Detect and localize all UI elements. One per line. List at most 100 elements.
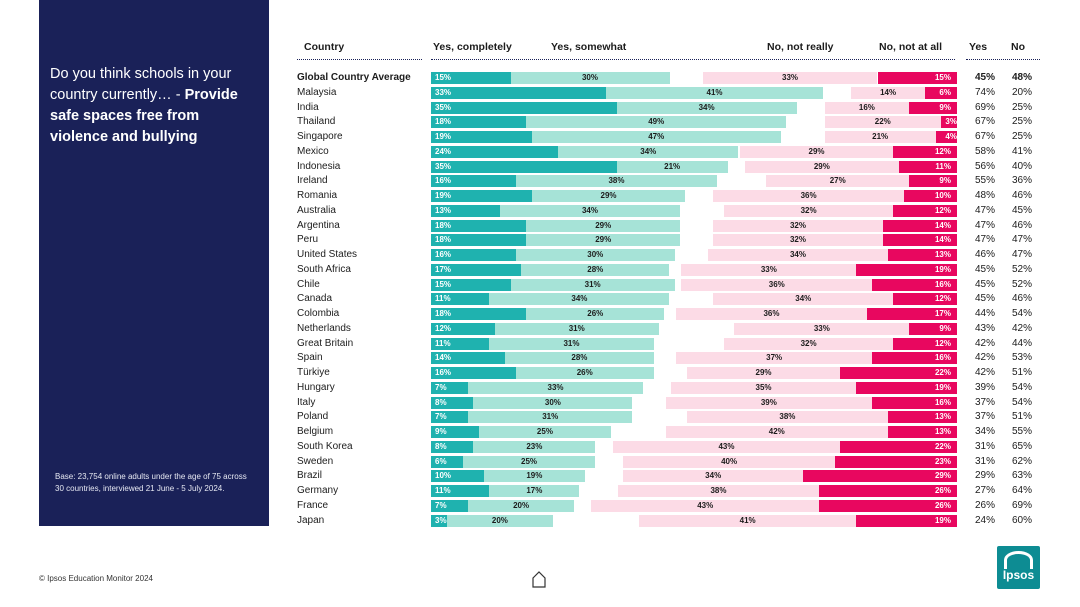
country-label: Türkiye <box>297 367 330 378</box>
country-label: France <box>297 499 329 511</box>
country-label: Romania <box>297 190 338 201</box>
bar-yes-somewhat: 17% <box>489 485 580 497</box>
bar-yes-completely: 11% <box>431 337 490 350</box>
bar-no-not-at-all: 11% <box>898 160 957 173</box>
bar-yes-somewhat: 30% <box>473 396 633 409</box>
country-label: Netherlands <box>297 322 351 334</box>
bar-no-not-really: 36% <box>681 278 873 291</box>
bar-no-not-really: 34% <box>623 470 804 483</box>
logo-swirl <box>1004 551 1033 569</box>
bar-yes-completely: 9% <box>431 426 479 438</box>
header-yes-somewhat: Yes, somewhat <box>551 41 627 53</box>
bar-no-not-really: 27% <box>766 175 910 188</box>
total-yes: 74% <box>975 86 996 98</box>
bar-yes-somewhat: 34% <box>499 204 681 217</box>
bar-no-not-really: 43% <box>612 440 841 453</box>
bar-yes-completely: 18% <box>431 116 527 129</box>
bar-yes-completely: 15% <box>431 72 511 84</box>
total-no: 52% <box>1012 263 1033 275</box>
bar-yes-completely: 15% <box>431 278 511 291</box>
header-yes: Yes <box>969 41 988 53</box>
bar-yes-completely: 19% <box>431 190 532 202</box>
bar-no-not-at-all: 26% <box>819 485 957 497</box>
total-no: 51% <box>1012 367 1033 378</box>
country-label: Indonesia <box>297 160 341 172</box>
total-yes: 55% <box>975 175 996 187</box>
country-label: India <box>297 101 319 113</box>
total-yes: 46% <box>975 249 996 260</box>
total-no: 25% <box>1012 131 1033 142</box>
home-icon[interactable] <box>531 570 547 588</box>
bar-yes-somewhat: 20% <box>446 514 553 527</box>
bar-no-not-at-all: 10% <box>904 190 957 202</box>
bar-no-not-at-all: 16% <box>872 396 957 409</box>
total-no: 64% <box>1012 485 1033 496</box>
logo-text: Ipsos <box>1002 568 1035 582</box>
country-label: Belgium <box>297 426 334 437</box>
bar-no-not-really: 36% <box>713 190 904 202</box>
bar-no-not-at-all: 17% <box>866 308 957 320</box>
bar-yes-somewhat: 34% <box>558 145 739 158</box>
total-no: 48% <box>1012 72 1033 83</box>
total-yes: 47% <box>975 219 996 231</box>
country-label: Chile <box>297 278 320 290</box>
ipsos-logo: Ipsos <box>997 546 1040 589</box>
bar-no-not-really: 33% <box>681 263 857 276</box>
total-no: 44% <box>1012 337 1033 349</box>
total-yes: 42% <box>975 367 996 378</box>
header-divider-totals <box>966 59 1040 60</box>
bar-yes-completely: 7% <box>431 381 469 394</box>
bar-no-not-at-all: 23% <box>835 455 957 468</box>
country-label: South Africa <box>297 263 351 275</box>
bar-no-not-really: 35% <box>670 381 857 394</box>
total-no: 51% <box>1012 411 1033 423</box>
bar-no-not-really: 41% <box>639 514 857 527</box>
bar-yes-somewhat: 31% <box>468 411 633 424</box>
total-no: 54% <box>1012 308 1033 319</box>
total-yes: 37% <box>975 396 996 408</box>
total-no: 65% <box>1012 440 1033 452</box>
bar-no-not-really: 36% <box>676 308 867 320</box>
bar-yes-somewhat: 30% <box>515 249 675 261</box>
bar-no-not-really: 29% <box>739 145 894 158</box>
bar-yes-somewhat: 25% <box>478 426 612 438</box>
bar-no-not-at-all: 9% <box>909 101 957 114</box>
total-yes: 45% <box>975 278 996 290</box>
total-yes: 56% <box>975 160 996 172</box>
bar-no-not-really: 34% <box>713 293 894 306</box>
bar-no-not-at-all: 13% <box>888 249 957 261</box>
bar-yes-completely: 12% <box>431 322 495 335</box>
country-label: Germany <box>297 485 339 496</box>
bar-yes-somewhat: 28% <box>521 263 670 276</box>
bar-yes-completely: 14% <box>431 352 506 365</box>
total-no: 40% <box>1012 160 1033 172</box>
question-prefix: Do you think schools in your country cur… <box>50 66 232 103</box>
header-divider-country <box>297 59 422 60</box>
bar-yes-completely: 8% <box>431 396 474 409</box>
total-yes: 48% <box>975 190 996 201</box>
total-yes: 42% <box>975 352 996 364</box>
total-no: 54% <box>1012 396 1033 408</box>
bar-yes-somewhat: 23% <box>473 440 596 453</box>
bar-yes-somewhat: 41% <box>605 86 824 99</box>
bar-no-not-really: 32% <box>723 204 894 217</box>
bar-no-not-really: 34% <box>707 249 889 261</box>
bar-yes-somewhat: 38% <box>515 175 718 188</box>
header-yes-completely: Yes, completely <box>433 41 512 53</box>
bar-yes-completely: 35% <box>431 160 617 173</box>
bar-no-not-really: 33% <box>702 72 878 84</box>
country-label: Italy <box>297 396 316 408</box>
bar-yes-completely: 11% <box>431 485 490 497</box>
total-no: 52% <box>1012 278 1033 290</box>
bar-yes-completely: 8% <box>431 440 474 453</box>
bar-yes-completely: 13% <box>431 204 500 217</box>
total-no: 25% <box>1012 116 1033 128</box>
bar-yes-completely: 19% <box>431 131 532 143</box>
bar-yes-completely: 10% <box>431 470 484 483</box>
bar-no-not-at-all: 3% <box>941 116 957 129</box>
total-no: 42% <box>1012 322 1033 334</box>
total-yes: 39% <box>975 381 996 393</box>
bar-no-not-really: 39% <box>665 396 873 409</box>
bar-yes-completely: 16% <box>431 249 516 261</box>
total-no: 45% <box>1012 204 1033 216</box>
